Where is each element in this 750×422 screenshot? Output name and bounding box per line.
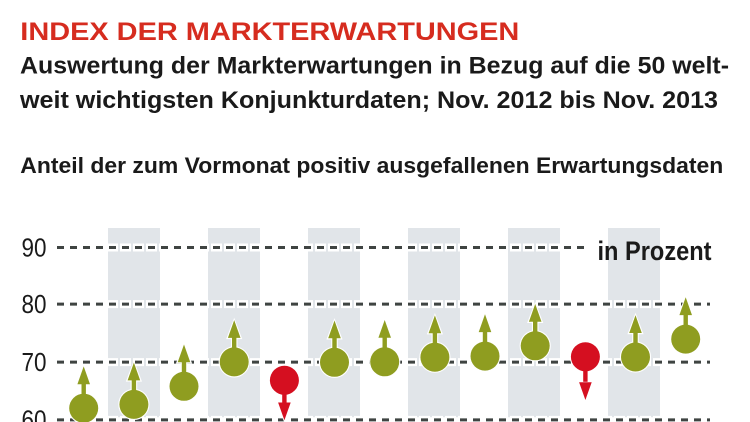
svg-text:60: 60 bbox=[22, 405, 47, 422]
svg-text:weit wichtigsten Konjunkturdat: weit wichtigsten Konjunkturdaten; Nov. 2… bbox=[19, 87, 718, 114]
svg-text:Anteil der zum Vormonat positi: Anteil der zum Vormonat positiv ausgefal… bbox=[20, 153, 723, 178]
svg-text:Auswertung der Markterwartunge: Auswertung der Markterwartungen in Bezug… bbox=[20, 52, 729, 79]
svg-text:in Prozent: in Prozent bbox=[598, 236, 712, 266]
svg-text:INDEX DER MARKTERWARTUNGEN: INDEX DER MARKTERWARTUNGEN bbox=[20, 18, 519, 46]
svg-text:80: 80 bbox=[22, 289, 47, 319]
svg-text:90: 90 bbox=[22, 232, 47, 262]
svg-text:70: 70 bbox=[22, 347, 47, 377]
